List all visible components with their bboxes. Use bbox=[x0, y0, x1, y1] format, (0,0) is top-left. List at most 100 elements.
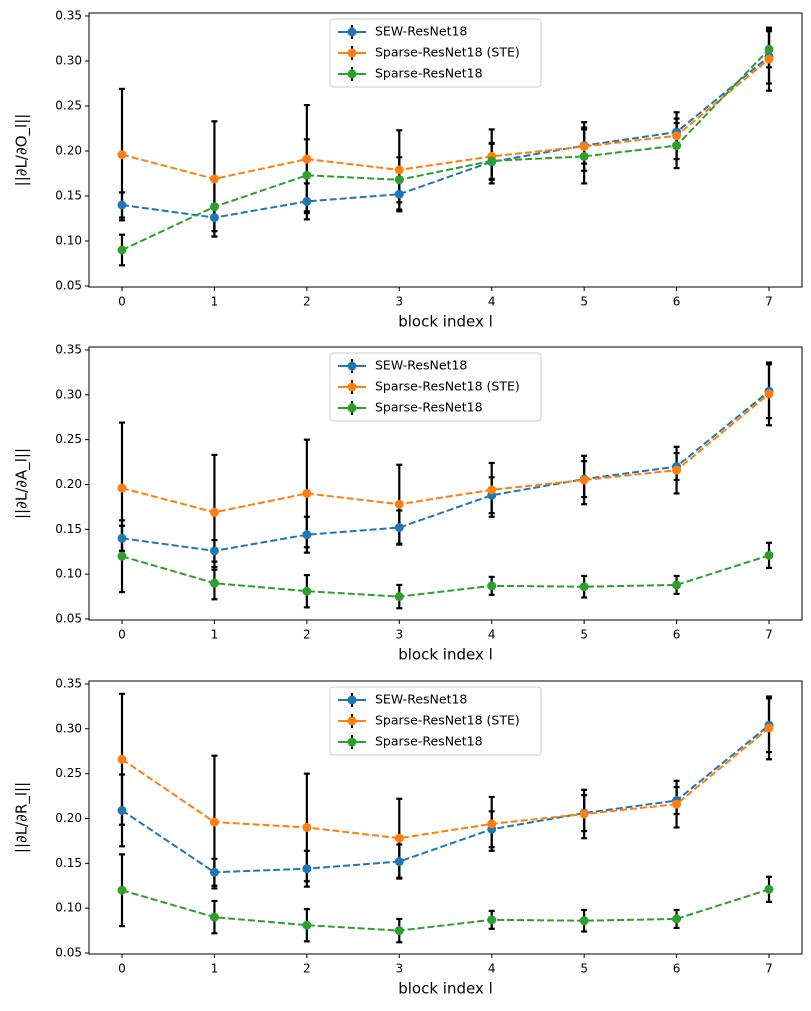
marker bbox=[209, 507, 219, 517]
marker bbox=[394, 523, 404, 533]
y-tick-label: 0.05 bbox=[55, 946, 82, 960]
x-tick-label: 6 bbox=[673, 295, 681, 309]
x-tick-label: 0 bbox=[118, 962, 126, 976]
x-tick-label: 2 bbox=[303, 962, 311, 976]
axes-frame bbox=[88, 346, 803, 621]
legend-marker bbox=[347, 382, 357, 392]
marker bbox=[764, 723, 774, 733]
x-tick-label: 4 bbox=[488, 295, 496, 309]
x-tick-label: 4 bbox=[488, 628, 496, 642]
y-axis-label: ||∂L/∂O_l|| bbox=[13, 114, 32, 187]
x-tick-label: 0 bbox=[118, 295, 126, 309]
x-tick-label: 1 bbox=[211, 295, 219, 309]
marker bbox=[672, 465, 682, 475]
legend-label: SEW-ResNet18 bbox=[375, 24, 467, 39]
marker bbox=[117, 754, 127, 764]
marker bbox=[302, 170, 312, 180]
y-tick-label: 0.10 bbox=[55, 567, 82, 581]
marker bbox=[117, 200, 127, 210]
legend-label: SEW-ResNet18 bbox=[375, 692, 467, 707]
axes-frame bbox=[88, 680, 803, 955]
marker bbox=[672, 914, 682, 924]
legend-marker bbox=[347, 69, 357, 79]
y-tick-label: 0.30 bbox=[55, 387, 82, 401]
y-tick-label: 0.10 bbox=[55, 234, 82, 248]
legend-box bbox=[329, 352, 542, 422]
x-tick-label: 1 bbox=[211, 628, 219, 642]
x-tick-label: 6 bbox=[673, 628, 681, 642]
marker bbox=[394, 592, 404, 602]
marker bbox=[302, 920, 312, 930]
marker bbox=[117, 533, 127, 543]
marker bbox=[394, 833, 404, 843]
y-tick-label: 0.35 bbox=[55, 8, 82, 22]
legend-marker bbox=[347, 27, 357, 37]
marker bbox=[394, 189, 404, 199]
legend-box bbox=[329, 18, 542, 88]
y-tick-label: 0.25 bbox=[55, 766, 82, 780]
marker bbox=[209, 546, 219, 556]
marker bbox=[579, 151, 589, 161]
marker bbox=[302, 488, 312, 498]
y-tick-label: 0.30 bbox=[55, 53, 82, 67]
series-line bbox=[121, 727, 770, 840]
marker bbox=[487, 915, 497, 925]
marker bbox=[117, 150, 127, 160]
panel: 0.05 0.10 0.15 0.20 0.25 0.30 0.35 0 1 2 3 4 5 6 7 bloc… bbox=[13, 342, 803, 664]
marker bbox=[394, 175, 404, 185]
y-tick-label: 0.20 bbox=[55, 143, 82, 157]
marker bbox=[302, 196, 312, 206]
marker bbox=[117, 551, 127, 561]
legend-label: Sparse-ResNet18 bbox=[375, 400, 483, 415]
legend-marker bbox=[347, 48, 357, 58]
y-tick-label: 0.15 bbox=[55, 188, 82, 202]
legend-marker bbox=[347, 403, 357, 413]
marker bbox=[487, 581, 497, 591]
x-tick-label: 5 bbox=[580, 962, 588, 976]
marker bbox=[672, 131, 682, 141]
x-tick-label: 3 bbox=[395, 962, 403, 976]
marker bbox=[579, 582, 589, 592]
x-tick-label: 6 bbox=[673, 962, 681, 976]
y-axis-label: ||∂L/∂R_l|| bbox=[13, 782, 32, 853]
marker bbox=[764, 54, 774, 64]
series-line bbox=[121, 888, 770, 932]
marker bbox=[487, 156, 497, 166]
x-tick-label: 1 bbox=[211, 962, 219, 976]
marker bbox=[579, 141, 589, 151]
marker bbox=[209, 202, 219, 212]
x-tick-label: 5 bbox=[580, 295, 588, 309]
marker bbox=[394, 926, 404, 936]
x-tick-label: 4 bbox=[488, 962, 496, 976]
y-tick-label: 0.35 bbox=[55, 676, 82, 690]
marker bbox=[672, 141, 682, 151]
panel: 0.05 0.10 0.15 0.20 0.25 0.30 0.35 0 1 2 3 4 5 6 7 bloc… bbox=[13, 676, 803, 998]
y-tick-label: 0.25 bbox=[55, 98, 82, 112]
x-axis-label: block index l bbox=[398, 313, 493, 331]
legend-label: Sparse-ResNet18 (STE) bbox=[375, 379, 520, 394]
marker bbox=[487, 485, 497, 495]
marker bbox=[672, 799, 682, 809]
y-tick-label: 0.15 bbox=[55, 856, 82, 870]
series-line bbox=[121, 48, 770, 251]
x-tick-label: 7 bbox=[765, 962, 773, 976]
y-tick-label: 0.35 bbox=[55, 342, 82, 356]
marker bbox=[209, 912, 219, 922]
marker bbox=[302, 154, 312, 164]
series-line bbox=[121, 393, 770, 514]
marker bbox=[672, 580, 682, 590]
y-tick-label: 0.05 bbox=[55, 612, 82, 626]
legend: SEW-ResNet18 Sparse-ResNet18 (STE) Sparse-… bbox=[329, 686, 542, 756]
legend-marker bbox=[347, 361, 357, 371]
x-tick-label: 2 bbox=[303, 628, 311, 642]
marker bbox=[487, 819, 497, 829]
marker bbox=[209, 817, 219, 827]
x-tick-label: 5 bbox=[580, 628, 588, 642]
marker bbox=[117, 245, 127, 255]
marker bbox=[117, 885, 127, 895]
marker bbox=[394, 499, 404, 509]
x-axis-label: block index l bbox=[398, 980, 493, 998]
legend-marker bbox=[347, 737, 357, 747]
marker bbox=[302, 822, 312, 832]
marker bbox=[394, 165, 404, 175]
